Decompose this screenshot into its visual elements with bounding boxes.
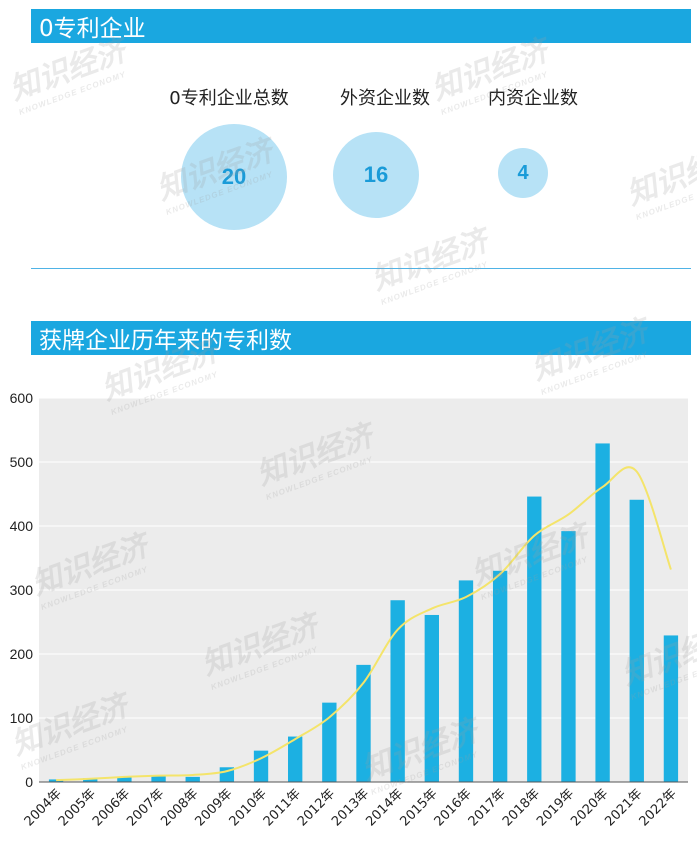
y-tick-label: 500 [10,454,34,470]
y-tick-label: 400 [10,518,34,534]
label-foreign: 外资企业数 [340,88,430,109]
value-domestic: 4 [517,161,529,184]
label-total: 0专利企业总数 [169,88,289,109]
x-tick-label: 2013年 [329,786,372,829]
bubble-total: 20 [181,124,287,230]
bar [288,736,303,782]
x-tick-label: 2020年 [568,786,611,829]
trend-line [56,466,672,782]
bar [117,776,132,782]
x-tick-label: 2011年 [261,786,304,829]
label-domestic: 内资企业数 [488,88,578,109]
x-tick-label: 2021年 [602,786,645,829]
section1-title: 0专利企业 [39,16,146,42]
x-tick-label: 2014年 [363,786,406,829]
x-tick-label: 2010年 [227,786,270,829]
x-tick-label: 2016年 [432,786,475,829]
x-tick-label: 2019年 [534,786,577,829]
bar [663,635,679,782]
y-tick-label: 600 [10,390,34,406]
patent-chart: 01002003004005006002004年2005年2006年2007年2… [10,390,688,829]
bar [48,779,64,782]
bar [629,499,644,782]
bar [322,702,337,782]
y-tick-label: 100 [10,710,34,726]
bubble-domestic: 4 [498,148,548,198]
x-tick-label: 2017年 [466,786,509,829]
value-foreign: 16 [363,162,389,187]
x-tick-label: 2018年 [500,786,543,829]
bubble-foreign: 16 [333,132,419,218]
y-tick-label: 0 [25,774,33,790]
bar [561,531,576,782]
bar [390,600,405,782]
value-total: 20 [221,164,247,189]
x-tick-label: 2012年 [295,786,338,829]
bar [253,750,269,782]
bar [492,570,508,782]
bar [83,778,98,782]
x-tick-label: 2006年 [90,786,133,829]
bar [527,496,542,782]
x-tick-label: 2009年 [192,786,235,829]
bar [356,664,371,782]
bar [151,775,166,782]
y-tick-label: 300 [10,582,34,598]
section-divider [31,268,691,269]
section2-banner: 获牌企业历年来的专利数 [31,321,691,355]
x-tick-label: 2007年 [124,786,167,829]
x-tick-label: 2022年 [637,786,680,829]
bar [424,614,439,782]
bar [185,776,200,782]
x-tick-label: 2005年 [56,786,99,829]
x-tick-label: 2008年 [158,786,201,829]
x-tick-label: 2004年 [22,786,65,829]
section2-title: 获牌企业历年来的专利数 [39,328,292,354]
x-tick-label: 2015年 [397,786,440,829]
bar [458,580,474,782]
section1-banner: 0专利企业 [31,9,691,43]
y-tick-label: 200 [10,646,34,662]
bar [595,443,610,782]
